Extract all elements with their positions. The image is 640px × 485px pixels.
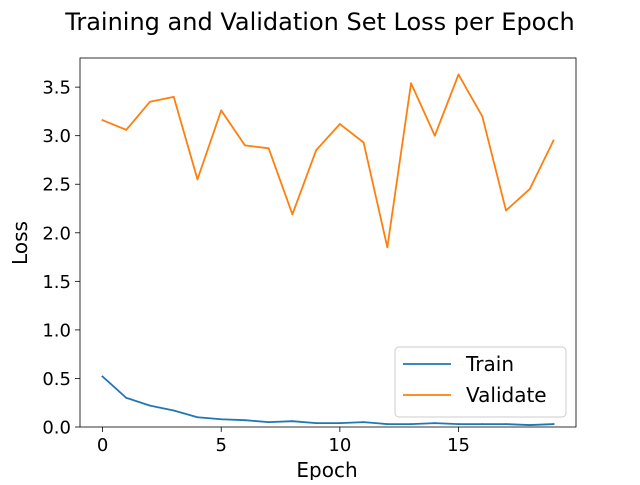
data-point-train — [338, 422, 341, 425]
data-point-train — [149, 404, 151, 407]
data-point-train — [125, 396, 128, 399]
data-point-train — [528, 424, 531, 426]
y-tick-label: 2.0 — [42, 223, 71, 244]
data-point-train — [267, 421, 270, 424]
data-point-validate — [267, 147, 270, 150]
data-point-train — [315, 422, 318, 425]
data-point-validate — [149, 100, 151, 103]
legend-label-train: Train — [465, 352, 514, 376]
data-point-train — [291, 420, 294, 423]
y-tick-label: 3.5 — [42, 78, 71, 99]
data-point-validate — [220, 109, 223, 112]
y-tick-label: 3.0 — [42, 126, 71, 147]
x-tick-label: 5 — [215, 435, 226, 456]
data-point-train — [410, 423, 412, 425]
data-point-validate — [457, 73, 460, 76]
data-point-validate — [410, 82, 412, 85]
data-point-train — [481, 423, 484, 425]
x-tick-label: 0 — [97, 435, 108, 456]
y-tick-label: 2.5 — [42, 175, 71, 196]
plot-frame — [79, 57, 577, 428]
legend: Train Validate — [394, 346, 567, 418]
y-axis-label: Loss — [8, 221, 32, 265]
data-point-train — [386, 423, 389, 425]
data-point-validate — [172, 95, 175, 98]
data-point-validate — [505, 209, 507, 212]
series-layer — [101, 73, 555, 426]
data-point-validate — [315, 149, 318, 152]
data-point-train — [101, 375, 104, 378]
data-point-train — [552, 423, 555, 425]
data-point-validate — [196, 178, 199, 181]
data-point-validate — [291, 213, 294, 216]
chart-title: Training and Validation Set Loss per Epo… — [64, 8, 575, 36]
data-point-train — [220, 418, 223, 421]
data-point-validate — [362, 141, 365, 144]
y-tick-label: 0.0 — [42, 418, 71, 439]
data-point-validate — [338, 123, 341, 125]
data-point-validate — [244, 144, 246, 147]
data-point-train — [196, 416, 199, 419]
data-point-validate — [125, 128, 128, 131]
series-line-train — [101, 375, 555, 426]
x-tick-label: 10 — [328, 435, 351, 456]
data-point-train — [457, 423, 460, 425]
data-point-validate — [552, 139, 555, 142]
data-point-validate — [481, 115, 484, 118]
data-point-train — [172, 409, 175, 412]
x-axis-label: Epoch — [296, 458, 357, 480]
x-tick-label: 15 — [447, 435, 470, 456]
data-point-train — [433, 422, 436, 425]
data-point-validate — [433, 134, 436, 137]
legend-label-validate: Validate — [466, 383, 547, 407]
ticks-layer: 0 5 10 15 0.0 0.5 1.0 1.5 2.0 2.5 3.0 3.5 — [42, 78, 470, 456]
y-tick-label: 0.5 — [42, 369, 71, 390]
data-point-validate — [101, 119, 104, 122]
data-point-validate — [386, 246, 389, 249]
data-point-train — [362, 421, 365, 424]
series-line-validate — [101, 73, 555, 249]
y-tick-label: 1.0 — [42, 320, 71, 341]
y-tick-label: 1.5 — [42, 272, 71, 293]
data-point-train — [505, 423, 507, 425]
data-point-validate — [528, 188, 531, 190]
data-point-train — [244, 419, 246, 422]
